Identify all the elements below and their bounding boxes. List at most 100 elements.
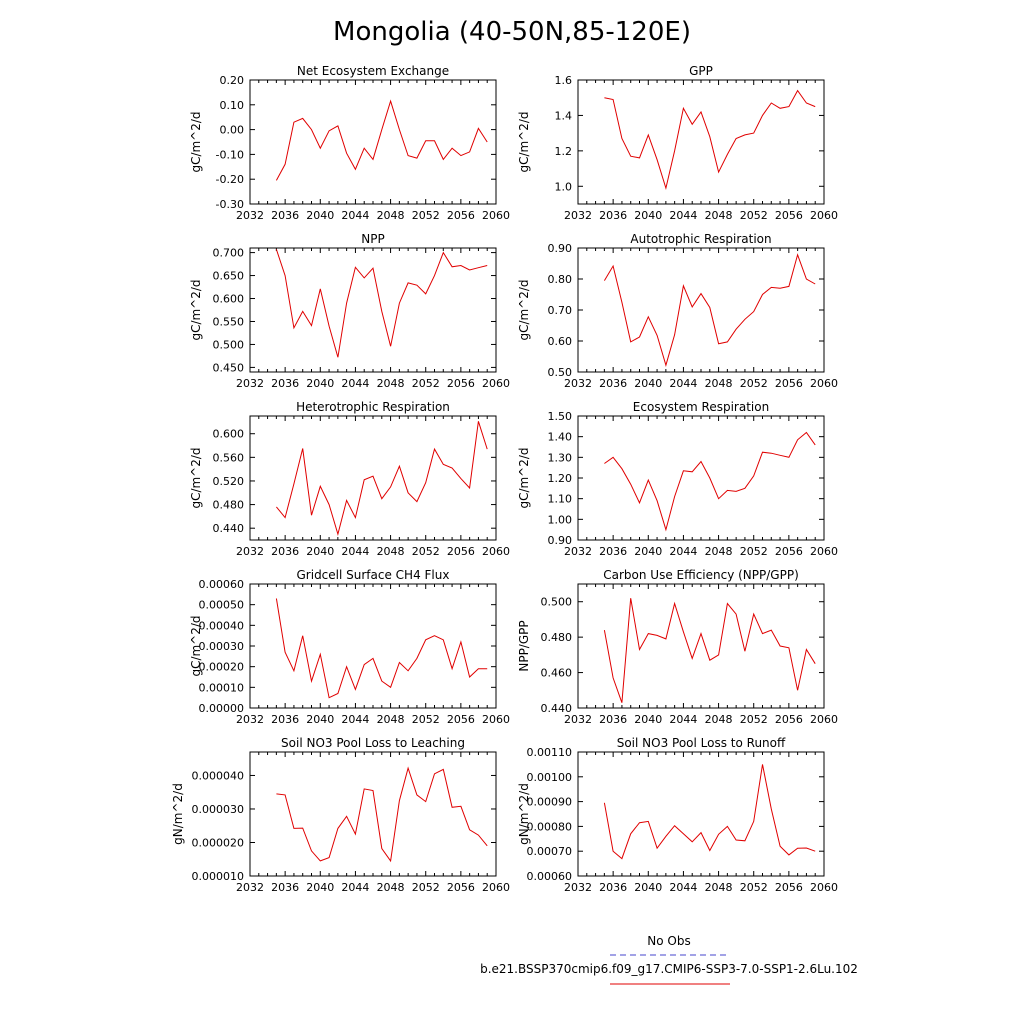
y-axis-label: gN/m^2/d [171, 783, 185, 845]
x-tick-label: 2044 [341, 713, 369, 726]
x-tick-label: 2056 [447, 545, 475, 558]
x-tick-label: 2052 [740, 209, 768, 222]
y-tick-label: 0.50 [548, 366, 573, 379]
x-tick-label: 2044 [669, 713, 697, 726]
x-tick-label: 2036 [599, 713, 627, 726]
x-tick-label: 2056 [775, 545, 803, 558]
legend: No Obs b.e21.BSSP370cmip6.f09_g17.CMIP6-… [480, 934, 858, 985]
y-tick-label: 1.50 [548, 410, 573, 423]
x-tick-label: 2032 [236, 209, 264, 222]
x-tick-label: 2036 [599, 881, 627, 894]
x-tick-label: 2032 [564, 881, 592, 894]
x-tick-label: 2060 [482, 713, 510, 726]
series-line [604, 89, 816, 191]
plot-frame [249, 247, 497, 373]
x-tick-label: 2060 [482, 545, 510, 558]
x-tick-label: 2052 [740, 377, 768, 390]
y-tick-label: -0.30 [216, 198, 244, 211]
x-tick-label: 2052 [412, 881, 440, 894]
x-tick-label: 2056 [775, 209, 803, 222]
series-line [276, 766, 488, 863]
x-tick-label: 2048 [705, 545, 733, 558]
x-tick-label: 2040 [634, 377, 662, 390]
y-tick-label: 0.000020 [192, 836, 245, 849]
y-tick-label: 0.000030 [192, 803, 245, 816]
x-tick-label: 2060 [810, 713, 838, 726]
x-tick-label: 2032 [564, 209, 592, 222]
y-tick-label: 0.000010 [192, 870, 245, 883]
legend-label-no-obs: No Obs [647, 934, 690, 948]
y-tick-label: 0.600 [213, 428, 245, 441]
x-tick-label: 2040 [306, 545, 334, 558]
y-tick-label: 0.480 [541, 631, 573, 644]
y-tick-label: 0.70 [548, 304, 573, 317]
plot-frame [249, 751, 497, 877]
y-axis-label: gC/m^2/d [189, 111, 203, 172]
x-tick-label: 2060 [482, 377, 510, 390]
x-tick-label: 2048 [377, 377, 405, 390]
plot-frame [577, 415, 825, 541]
x-tick-label: 2040 [306, 377, 334, 390]
x-tick-label: 2036 [599, 545, 627, 558]
x-tick-label: 2056 [447, 713, 475, 726]
x-tick-label: 2060 [482, 881, 510, 894]
x-tick-label: 2048 [377, 881, 405, 894]
x-tick-label: 2036 [599, 377, 627, 390]
plot-frame [249, 79, 497, 205]
panel-title: GPP [689, 64, 713, 78]
x-tick-label: 2056 [775, 713, 803, 726]
y-tick-label: 0.00020 [199, 661, 245, 674]
series-line [275, 598, 488, 699]
x-tick-label: 2056 [447, 209, 475, 222]
x-tick-label: 2052 [740, 545, 768, 558]
y-tick-label: 0.10 [220, 99, 245, 112]
x-tick-label: 2040 [634, 713, 662, 726]
series-line [276, 421, 488, 536]
x-tick-label: 2036 [271, 545, 299, 558]
y-tick-label: 0.20 [220, 74, 245, 87]
x-tick-label: 2048 [377, 545, 405, 558]
plot-frame [577, 79, 825, 205]
x-tick-label: 2036 [599, 209, 627, 222]
series-line [604, 431, 816, 532]
panel-title: NPP [361, 232, 384, 246]
x-tick-label: 2040 [634, 545, 662, 558]
x-tick-label: 2040 [306, 881, 334, 894]
x-tick-label: 2036 [271, 209, 299, 222]
x-tick-label: 2048 [705, 713, 733, 726]
y-tick-label: 0.00010 [199, 681, 245, 694]
plot-frame [577, 751, 825, 877]
x-tick-label: 2044 [341, 377, 369, 390]
y-tick-label: 0.80 [548, 273, 573, 286]
y-tick-label: 0.440 [541, 702, 573, 715]
x-tick-label: 2052 [740, 881, 768, 894]
series-line [603, 598, 816, 703]
x-tick-label: 2052 [412, 377, 440, 390]
series-line [603, 253, 816, 367]
panel-7: Gridcell Surface CH4 Flux 2032 2036 2040 204… [189, 568, 510, 726]
y-tick-label: -0.20 [216, 173, 244, 186]
x-tick-label: 2044 [341, 545, 369, 558]
y-tick-label: 0.00060 [527, 870, 573, 883]
y-tick-label: 0.00 [220, 124, 245, 137]
x-tick-label: 2040 [634, 881, 662, 894]
x-tick-label: 2048 [377, 209, 405, 222]
panel-6: Ecosystem Respiration 2032 2036 2040 2044 204… [517, 400, 838, 558]
x-tick-label: 2044 [341, 881, 369, 894]
y-tick-label: 0.00090 [527, 796, 573, 809]
y-tick-label: 1.10 [548, 493, 573, 506]
x-tick-label: 2040 [306, 713, 334, 726]
y-tick-label: 1.00 [548, 513, 573, 526]
y-tick-label: 0.60 [548, 335, 573, 348]
y-tick-label: 0.560 [213, 451, 245, 464]
y-tick-label: 0.00110 [527, 746, 573, 759]
y-axis-label: gC/m^2/d [517, 447, 531, 508]
x-tick-label: 2044 [669, 377, 697, 390]
y-tick-label: 0.500 [213, 338, 245, 351]
y-axis-label: NPP/GPP [517, 620, 531, 671]
y-tick-label: 0.460 [541, 667, 573, 680]
x-tick-label: 2044 [669, 209, 697, 222]
y-tick-label: 0.480 [213, 499, 245, 512]
x-tick-label: 2060 [482, 209, 510, 222]
y-tick-label: 1.30 [548, 451, 573, 464]
